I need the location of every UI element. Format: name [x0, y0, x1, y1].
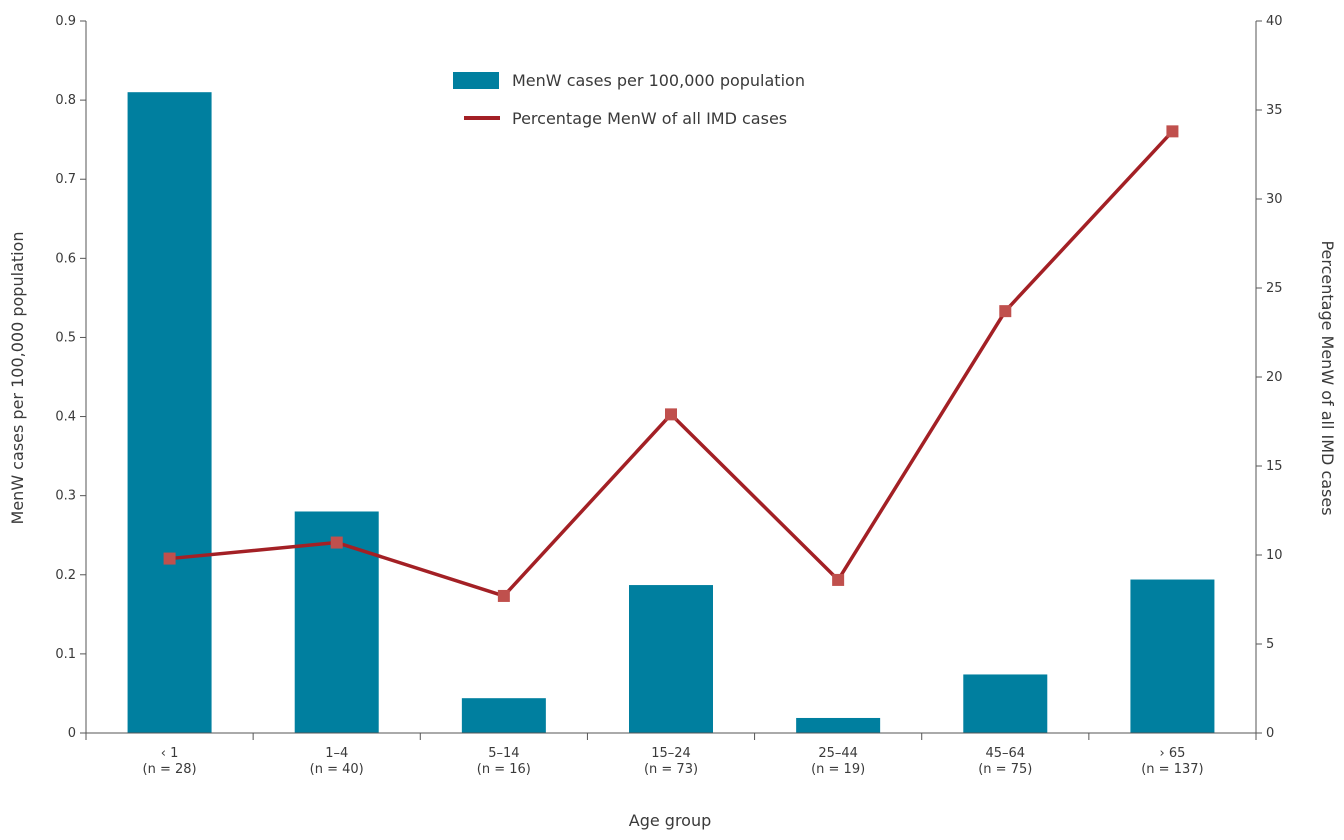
- line-point-4: [832, 573, 845, 586]
- line-point-6: [1166, 125, 1179, 138]
- y-tick-label-6: 0.6: [55, 251, 76, 266]
- line-point-2: [497, 589, 510, 602]
- bar-6: [1130, 579, 1215, 733]
- x-count-label-3: (n = 73): [644, 762, 698, 777]
- x-count-label-5: (n = 75): [978, 762, 1032, 777]
- y2-tick-label-0: 0: [1266, 726, 1274, 741]
- bar-4: [796, 717, 881, 733]
- x-axis-title: Age group: [629, 811, 712, 830]
- y2-tick-label-5: 25: [1266, 281, 1283, 296]
- x-tick-label-4: 25–44: [818, 746, 858, 761]
- bar-5: [963, 674, 1048, 733]
- y2-tick-label-8: 40: [1266, 14, 1283, 29]
- y2-tick-label-3: 15: [1266, 459, 1283, 474]
- y-tick-label-3: 0.3: [55, 489, 76, 504]
- axes: 0 0.1 0.2 0.3 0.4 0.5 0.6 0.7 0.8 0.9 0 5 10 15 20 25 30…: [55, 14, 1282, 777]
- x-count-label-4: (n = 19): [811, 762, 865, 777]
- y-tick-label-9: 0.9: [55, 14, 76, 29]
- y2-tick-label-2: 10: [1266, 548, 1283, 563]
- y2-tick-label-1: 5: [1266, 637, 1274, 652]
- x-tick-label-5: 45–64: [985, 746, 1025, 761]
- bar-series: [127, 92, 1215, 733]
- y-tick-label-4: 0.4: [55, 410, 76, 425]
- y-tick-label-5: 0.5: [55, 330, 76, 345]
- line-point-0: [163, 552, 176, 565]
- y2-tick-label-7: 35: [1266, 103, 1283, 118]
- y-tick-label-1: 0.1: [55, 647, 76, 662]
- y-tick-label-0: 0: [68, 726, 76, 741]
- x-tick-label-2: 5–14: [488, 746, 519, 761]
- x-tick-label-0: ‹ 1: [161, 746, 179, 761]
- x-count-label-6: (n = 137): [1141, 762, 1203, 777]
- line-series: [163, 125, 1179, 602]
- legend-bar-swatch: [453, 72, 499, 89]
- x-tick-label-3: 15–24: [651, 746, 691, 761]
- legend-bar-label: MenW cases per 100,000 population: [512, 71, 805, 90]
- x-tick-label-1: 1–4: [325, 746, 348, 761]
- line-point-3: [665, 408, 677, 421]
- x-count-label-1: (n = 40): [310, 762, 364, 777]
- y-tick-label-2: 0.2: [55, 568, 76, 583]
- x-count-label-2: (n = 16): [477, 762, 531, 777]
- y2-tick-label-6: 30: [1266, 192, 1283, 207]
- y-tick-label-8: 0.8: [55, 93, 76, 108]
- line-point-1: [330, 536, 343, 549]
- bar-3: [629, 585, 713, 733]
- bar-0: [127, 92, 212, 733]
- line-point-5: [999, 305, 1012, 318]
- x-count-label-0: (n = 28): [143, 762, 197, 777]
- legend: MenW cases per 100,000 population Percen…: [453, 71, 805, 128]
- x-tick-label-6: › 65: [1159, 746, 1185, 761]
- y2-axis-title: Percentage MenW of all IMD cases: [1318, 240, 1337, 515]
- y2-tick-label-4: 20: [1266, 370, 1283, 385]
- bar-2: [461, 698, 546, 733]
- y-axis-title: MenW cases per 100,000 population: [8, 232, 27, 525]
- y-tick-label-7: 0.7: [55, 172, 76, 187]
- legend-line-label: Percentage MenW of all IMD cases: [512, 109, 787, 128]
